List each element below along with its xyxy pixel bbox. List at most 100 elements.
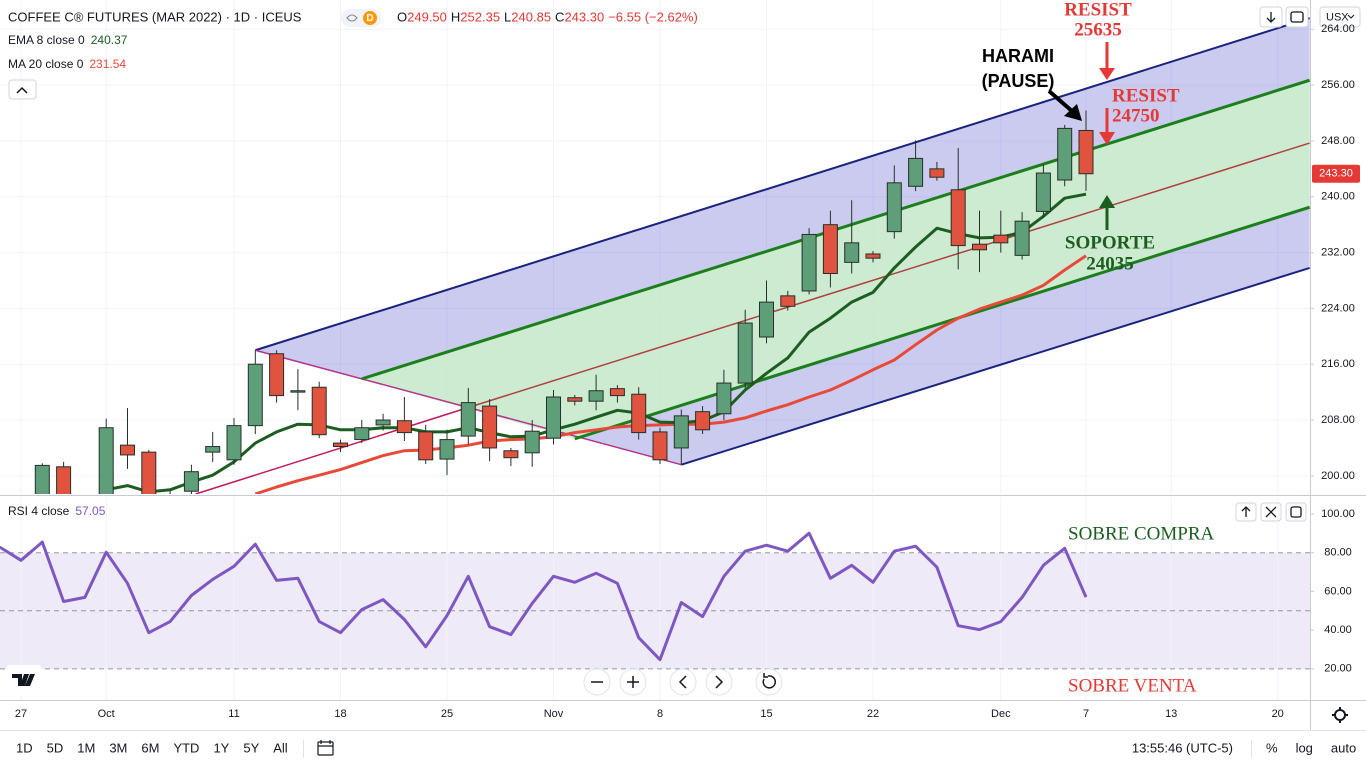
reset-button[interactable] [755, 668, 783, 696]
candle-body [588, 390, 604, 402]
candle-body [354, 427, 370, 441]
left-icon [678, 675, 687, 689]
rsi-line [0, 531, 1088, 662]
y-tick-label: 20.00 [1324, 663, 1352, 675]
candle-body [1078, 129, 1094, 175]
range-button[interactable]: All [273, 740, 288, 755]
y-tick-label: 208.00 [1321, 414, 1355, 426]
range-button[interactable]: 6M [141, 740, 159, 755]
last-price-tag [1312, 164, 1360, 183]
legend-name: EMA 8 close 0 [8, 33, 85, 47]
maximize-pane-button[interactable] [1285, 502, 1307, 522]
annotation: 25635 [1074, 19, 1122, 40]
rsi-legend-name: RSI 4 close [8, 504, 70, 518]
arrow-head [1099, 132, 1115, 145]
scroll-left-button[interactable] [669, 668, 697, 696]
y-tick-label: 216.00 [1321, 358, 1355, 370]
rsi-band [0, 552, 1310, 669]
y-tick-label: 80.00 [1324, 547, 1352, 559]
currency-button[interactable] [1319, 6, 1361, 28]
candle-body [439, 439, 455, 460]
x-tick-label: 27 [15, 708, 27, 720]
range-button[interactable]: 5D [47, 740, 64, 755]
candle-body [1057, 127, 1073, 181]
indicator-line [254, 254, 1087, 494]
candle-body [56, 466, 72, 494]
trend-line [574, 205, 1310, 441]
candle-body [844, 242, 860, 263]
candle-body [482, 405, 498, 449]
candle-body [1014, 220, 1030, 256]
annotation: RESIST [1064, 0, 1132, 20]
x-tick-label: 11 [228, 708, 239, 720]
rsi-legend-value: 57.05 [75, 504, 105, 518]
clock: 13:55:46 (UTC-5) [1132, 740, 1233, 755]
y-tick-label: 248.00 [1321, 135, 1355, 147]
scale-button[interactable]: log [1296, 740, 1313, 755]
annotation: (PAUSE) [982, 71, 1055, 91]
candle-body [609, 388, 625, 397]
y-tick-label: 256.00 [1321, 79, 1355, 91]
annotation: HARAMI [982, 46, 1054, 66]
plus-icon [627, 676, 639, 688]
dropdown-icon [1347, 14, 1355, 19]
rsi-pane [0, 497, 1310, 700]
candle-body [34, 464, 50, 494]
ohlc-key: C [555, 9, 564, 24]
range-button[interactable]: 3M [109, 740, 127, 755]
candle-body [737, 322, 753, 384]
ohlc-value: 240.85 [511, 9, 551, 24]
annotation: RESIST [1112, 85, 1180, 106]
y-tick-label: 200.00 [1321, 470, 1355, 482]
range-buttons: 1D 5D 1M 3M 6M YTD 1Y 5Y All [16, 740, 288, 755]
maximize-button[interactable] [1285, 6, 1309, 28]
candle-body [972, 243, 987, 251]
y-tick-label: 100.00 [1321, 508, 1355, 520]
x-tick-label: 7 [1083, 708, 1089, 720]
price-pane [0, 0, 1310, 494]
range-button[interactable]: 5Y [243, 740, 259, 755]
x-tick-label: Nov [544, 708, 564, 720]
date-range-button[interactable] [317, 741, 334, 756]
candle-body [141, 451, 157, 494]
range-button[interactable]: 1M [77, 740, 95, 755]
ohlc-readout: O 249.50 H 252.35 L 240.85 C 243.30 −6.55 (−2.62… [397, 9, 698, 24]
change: −6.55 (−2.62%) [608, 9, 698, 24]
candle-body [759, 301, 774, 338]
collapse-icon [16, 86, 28, 94]
candle-body [396, 420, 412, 434]
candle-body [226, 425, 242, 461]
annotation: SOBRE VENTA [1068, 675, 1197, 696]
candle-body [908, 157, 924, 187]
candle-body [929, 168, 945, 178]
candle-body [98, 427, 114, 494]
candle-body [780, 295, 796, 307]
ohlc-value: 243.30 [564, 9, 604, 24]
x-tick-label: 18 [334, 708, 346, 720]
legend-value: 231.54 [89, 57, 126, 71]
range-button[interactable]: 1D [16, 740, 33, 755]
trend-line [254, 17, 1310, 352]
x-tick-label: 15 [760, 708, 772, 720]
badge-text: D [366, 13, 373, 24]
y-tick-label: 60.00 [1324, 585, 1352, 597]
candle-body [311, 386, 327, 436]
range-button[interactable]: 1Y [213, 740, 229, 755]
legend-value: 240.37 [91, 33, 128, 47]
scroll-right-button[interactable] [705, 668, 733, 696]
scale-button[interactable]: auto [1331, 740, 1356, 755]
scale-button[interactable]: % [1266, 740, 1278, 755]
candle-body [524, 430, 540, 454]
x-tick-label: 22 [867, 708, 879, 720]
range-button[interactable]: YTD [173, 740, 199, 755]
arrow [1047, 89, 1075, 114]
candle-body [695, 411, 711, 431]
x-tick-label: 13 [1165, 708, 1177, 720]
legend-name: MA 20 close 0 [8, 57, 84, 71]
symbol-title: COFFEE C® FUTURES (MAR 2022) · 1D · ICEU… [8, 9, 302, 24]
candle-body [631, 393, 647, 434]
candle-body [290, 390, 306, 393]
last-price-label: 243.30 [1319, 168, 1353, 180]
y-tick-label: 240.00 [1321, 191, 1355, 203]
